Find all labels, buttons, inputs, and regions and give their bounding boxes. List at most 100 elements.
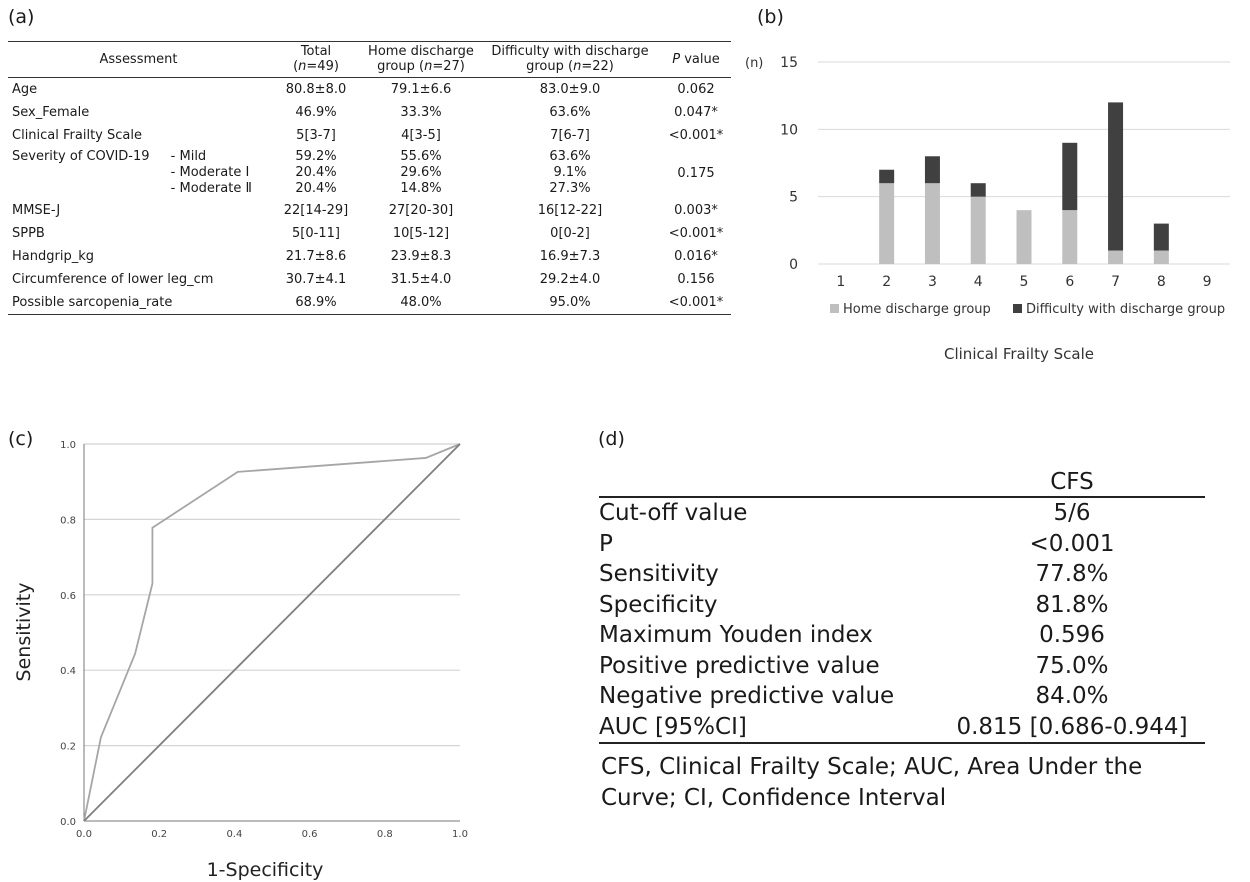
table-row: Age 80.8±8.0 79.1±6.6 83.0±9.0 0.062 [8, 78, 731, 102]
row-value: 84.0% [1035, 683, 1109, 709]
cell-home: 31.5±4.0 [390, 272, 452, 287]
y-tick-label: 10 [780, 122, 798, 138]
row-label: Sensitivity [599, 561, 719, 587]
y-tick-label: 1.0 [60, 440, 76, 451]
row-label: Handgrip_kg [12, 249, 94, 264]
header-difficulty-discharge: Difficulty with discharge group (n=22) [479, 41, 661, 78]
table-row: Positive predictive value 75.0% [599, 651, 1205, 682]
table-row: MMSE-J 22[14-29] 27[20-30] 16[12-22] 0.0… [8, 199, 731, 222]
roc-curve-line [83, 443, 461, 822]
row-label: Sex_Female [12, 105, 90, 120]
row-value: 75.0% [1035, 652, 1109, 679]
panel-label-c: (c) [8, 428, 34, 450]
y-tick-label: 0.6 [60, 591, 76, 602]
bar-segment-difficulty [1153, 223, 1169, 251]
cell-total: 80.8±8.0 [285, 82, 347, 97]
table-row: Circumference of lower leg_cm 30.7±4.1 3… [8, 268, 731, 291]
characteristics-table: Assessment Total (n=49) Home discharge g… [8, 41, 731, 315]
row-label: Cut-off value [599, 500, 748, 526]
cell-diff: 0[0-2] [550, 226, 590, 241]
cell-diff: 63.6% 9.1% 27.3% [549, 149, 591, 196]
cell-home: 55.6% 29.6% 14.8% [400, 149, 442, 196]
header-cfs: CFS [899, 468, 1205, 498]
x-axis-title: Clinical Frailty Scale [944, 345, 1094, 363]
table-row: Sex_Female 46.9% 33.3% 63.6% 0.047* [8, 101, 731, 124]
table-row: SPPB 5[0-11] 10[5-12] 0[0-2] <0.001* [8, 222, 731, 245]
cell-p: <0.001* [668, 128, 724, 143]
severity-level: - Moderate Ⅱ [170, 181, 252, 196]
cell-diff: 16.9±7.3 [539, 249, 601, 264]
x-tick-label: 0.8 [377, 829, 393, 840]
cell-diff: 7[6-7] [550, 128, 590, 143]
header-assessment: Assessment [8, 41, 269, 78]
y-tick-label: 0.8 [60, 515, 76, 526]
cell-diff: 29.2±4.0 [539, 272, 601, 287]
row-value: 5/6 [1053, 500, 1091, 526]
cell-p: 0.047* [674, 105, 718, 120]
cell-p: <0.001* [661, 291, 731, 315]
row-label: Maximum Youden index [599, 622, 873, 648]
cell-p: 0.016* [674, 249, 718, 264]
bar-segment-home [1016, 210, 1032, 264]
legend-label: Difficulty with discharge group [1026, 302, 1225, 317]
x-tick-label: 5 [1020, 274, 1029, 290]
table-footnote: CFS, Clinical Frailty Scale; AUC, Area U… [601, 754, 1143, 811]
header-home-discharge: Home discharge group (n=27) [363, 41, 479, 78]
cell-diff: 63.6% [549, 105, 591, 120]
table-row: Negative predictive value 84.0% [599, 681, 1205, 712]
y-axis-title: Sensitivity [13, 583, 35, 682]
cfs-stacked-bar-chart: 0 5 10 15 (n) 1 2 3 4 5 6 7 8 9 Home discharge group Di… [745, 55, 1230, 363]
table-row: P <0.001 [599, 529, 1205, 560]
row-label: AUC [95%CI] [599, 711, 899, 744]
table-row: Possible sarcopenia_rate 68.9% 48.0% 95.… [8, 291, 731, 315]
row-label-severity: Severity of COVID-19 - Mild - Moderate Ⅰ… [8, 147, 269, 199]
cell-total: 30.7±4.1 [285, 272, 347, 287]
row-label: Negative predictive value [599, 683, 895, 709]
header-blank [599, 468, 899, 498]
y-tick-label: 5 [789, 190, 798, 206]
x-tick-label: 7 [1111, 274, 1120, 290]
x-tick-label: 0.2 [151, 829, 167, 840]
x-tick-label: 0.4 [226, 829, 242, 840]
bar-segment-home [970, 196, 986, 264]
cell-diff: 95.0% [479, 291, 661, 315]
severity-level: - Mild [170, 149, 207, 164]
x-tick-label: 2 [882, 274, 891, 290]
bar-segment-home [1062, 210, 1078, 264]
bar-segment-difficulty [1108, 102, 1124, 251]
legend-swatch [1013, 304, 1022, 313]
cell-home: 10[5-12] [392, 226, 450, 241]
bar-segment-difficulty [970, 183, 986, 197]
table-header-row: Assessment Total (n=49) Home discharge g… [8, 41, 731, 78]
row-label: Specificity [599, 591, 718, 618]
cell-home: 33.3% [400, 105, 442, 120]
row-label: Circumference of lower leg_cm [12, 272, 214, 287]
cell-total: 68.9% [269, 291, 363, 315]
panel-label-a: (a) [8, 6, 35, 28]
legend-swatch [830, 304, 839, 313]
y-axis-unit-label: (n) [745, 56, 763, 71]
severity-name: Severity of COVID-19 [12, 149, 150, 164]
cell-home: 48.0% [363, 291, 479, 315]
bar-segment-home [1153, 250, 1169, 264]
bar-segment-difficulty [1062, 142, 1078, 211]
severity-level: - Moderate Ⅰ [170, 165, 250, 180]
row-label: Positive predictive value [599, 652, 880, 679]
y-tick-label: 0 [789, 257, 798, 273]
row-value: 81.8% [1035, 591, 1109, 618]
cfs-diagnostic-table: CFS Cut-off value 5/6 P <0.001 Sensitivity… [599, 468, 1205, 744]
table-row: Clinical Frailty Scale 5[3-7] 4[3-5] 7[6… [8, 124, 731, 147]
cell-diff: 16[12-22] [537, 203, 603, 218]
x-tick-label: 8 [1157, 274, 1166, 290]
table-header-row: CFS [599, 468, 1205, 498]
header-p-value: P value [661, 41, 731, 78]
cell-p: <0.001* [668, 226, 724, 241]
x-tick-label: 3 [928, 274, 937, 290]
x-axis-title: 1-Specificity [207, 859, 324, 881]
x-tick-label: 0.6 [302, 829, 318, 840]
row-label: MMSE-J [12, 203, 61, 218]
x-tick-label: 9 [1203, 274, 1212, 290]
reference-diagonal-line [83, 443, 461, 822]
bar-segment-difficulty [924, 156, 940, 184]
cell-home: 4[3-5] [401, 128, 441, 143]
